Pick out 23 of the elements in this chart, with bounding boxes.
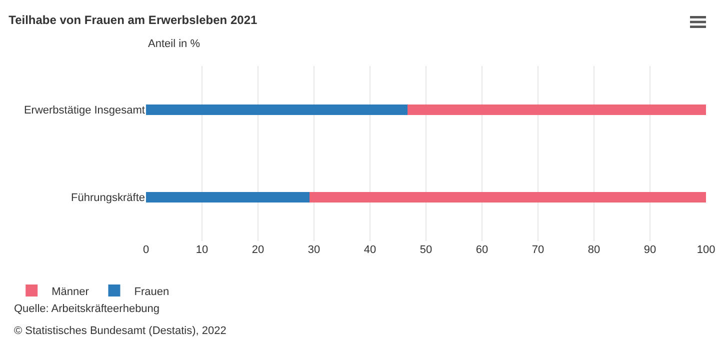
source-note: Quelle: Arbeitskräfteerhebung [14, 303, 160, 315]
x-tick-label: 60 [476, 244, 488, 256]
x-tick-label: 90 [644, 244, 656, 256]
x-tick-label: 40 [364, 244, 376, 256]
chart-subtitle: Anteil in % [148, 38, 200, 50]
x-tick-label: 30 [308, 244, 320, 256]
legend-label: Männer [52, 286, 90, 298]
bar [146, 192, 310, 202]
bar [310, 192, 706, 202]
chart-title: Teilhabe von Frauen am Erwerbsleben 2021 [8, 13, 258, 28]
legend-label: Frauen [134, 286, 170, 298]
bar [146, 104, 408, 115]
text: © Statistisches Bundesamt (Destatis), 2022 [14, 325, 226, 337]
x-tick-label: 20 [252, 244, 264, 256]
x-tick-label: 100 [696, 244, 716, 256]
bar [408, 104, 706, 115]
x-tick-label: 10 [196, 244, 208, 256]
x-tick-label: 50 [420, 244, 432, 256]
x-tick-label: 0 [142, 244, 150, 256]
y-tick-label: Erwerbstätige Insgesamt [24, 104, 145, 117]
x-tick-label: 80 [588, 244, 600, 256]
y-tick-label: Führungskräfte [71, 192, 145, 204]
x-tick-label: 70 [532, 244, 544, 256]
